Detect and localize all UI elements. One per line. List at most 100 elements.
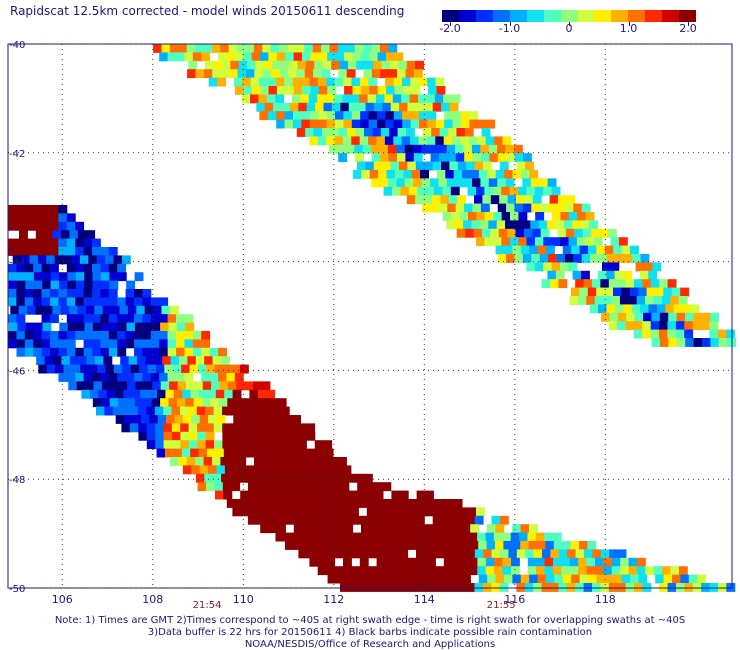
lower-swath-cell bbox=[374, 490, 384, 500]
upper-swath-cell bbox=[693, 338, 703, 347]
lower-swath-cell bbox=[248, 490, 258, 500]
lower-swath-cell bbox=[41, 347, 51, 357]
lower-swath-cell bbox=[36, 356, 46, 366]
lower-swath-cell bbox=[52, 230, 62, 240]
upper-swath-cell bbox=[651, 312, 661, 322]
upper-swath-cell bbox=[161, 44, 171, 53]
lower-swath-cell bbox=[250, 465, 259, 475]
lower-swath-cell bbox=[83, 373, 93, 382]
upper-swath-cell bbox=[659, 279, 669, 289]
lower-swath-cell bbox=[283, 415, 293, 424]
lower-swath-cell bbox=[24, 238, 34, 248]
upper-swath-cell bbox=[285, 52, 295, 62]
lower-swath-cell bbox=[8, 247, 17, 256]
lower-swath-cell bbox=[127, 381, 136, 391]
lower-swath-cell bbox=[42, 280, 52, 290]
lower-swath-cell bbox=[645, 566, 655, 576]
upper-swath-cell bbox=[516, 161, 526, 171]
upper-swath-cell bbox=[684, 321, 694, 331]
upper-swath-cell bbox=[464, 128, 474, 137]
lower-swath-cell bbox=[121, 423, 131, 433]
lower-swath-cell bbox=[206, 364, 216, 374]
upper-swath-cell bbox=[418, 136, 428, 146]
lower-swath-cell bbox=[188, 440, 198, 450]
colorbar-segment bbox=[628, 10, 646, 22]
lower-swath-cell bbox=[399, 515, 408, 525]
lower-swath-cell bbox=[86, 230, 96, 240]
upper-swath-cell bbox=[529, 245, 539, 255]
lower-swath-cell bbox=[253, 381, 262, 391]
lower-swath-cell bbox=[313, 473, 323, 483]
swath-cells bbox=[8, 44, 737, 592]
lower-swath-cell bbox=[246, 473, 256, 483]
upper-swath-cell bbox=[448, 128, 457, 137]
upper-swath-cell bbox=[579, 245, 589, 255]
upper-swath-cell bbox=[238, 60, 248, 70]
upper-swath-cell bbox=[585, 212, 595, 221]
lower-swath-cell bbox=[205, 431, 215, 441]
lower-swath-cell bbox=[302, 524, 312, 534]
upper-swath-cell bbox=[362, 144, 372, 154]
lower-swath-cell bbox=[92, 339, 101, 349]
upper-swath-cell bbox=[394, 170, 404, 179]
lower-swath-cell bbox=[134, 322, 144, 332]
lower-swath-cell bbox=[59, 272, 68, 282]
upper-swath-cell bbox=[639, 270, 649, 280]
lower-swath-cell bbox=[66, 297, 76, 307]
upper-swath-cell bbox=[709, 329, 719, 339]
upper-swath-cell bbox=[505, 144, 515, 154]
upper-swath-cell bbox=[497, 178, 507, 188]
upper-swath-cell bbox=[585, 237, 595, 247]
upper-swath-cell bbox=[488, 178, 498, 188]
lower-swath-cell bbox=[44, 356, 54, 366]
lower-swath-cell bbox=[374, 482, 383, 492]
lower-swath-cell bbox=[575, 583, 585, 592]
lower-swath-cell bbox=[100, 263, 110, 273]
upper-swath-cell bbox=[393, 77, 403, 87]
lower-swath-cell bbox=[280, 406, 290, 416]
lower-swath-cell bbox=[172, 440, 181, 450]
upper-swath-cell bbox=[510, 212, 519, 221]
lower-swath-cell bbox=[450, 507, 460, 517]
lower-swath-cell bbox=[170, 356, 180, 366]
upper-swath-cell bbox=[611, 296, 621, 305]
lower-swath-cell bbox=[247, 440, 257, 450]
lower-swath-cell bbox=[330, 473, 340, 483]
lower-swath-cell bbox=[41, 263, 51, 273]
lower-swath-cell bbox=[357, 482, 367, 492]
upper-swath-cell bbox=[321, 69, 331, 79]
lower-swath-cell bbox=[485, 557, 495, 567]
lower-swath-cell bbox=[180, 440, 190, 450]
upper-swath-cell bbox=[581, 203, 591, 213]
lower-swath-cell bbox=[118, 381, 128, 391]
lower-swath-cell bbox=[511, 541, 521, 550]
lower-swath-cell bbox=[202, 381, 212, 391]
upper-swath-cell bbox=[295, 44, 305, 53]
colorbar-segment bbox=[611, 10, 629, 22]
lower-swath-cell bbox=[670, 566, 680, 576]
lower-swath-cell bbox=[520, 541, 530, 550]
lower-swath-cell bbox=[692, 583, 702, 592]
lower-swath-cell bbox=[100, 247, 110, 256]
upper-swath-cell bbox=[415, 102, 425, 112]
upper-swath-cell bbox=[186, 44, 196, 53]
lower-swath-cell bbox=[84, 280, 94, 290]
upper-swath-cell bbox=[499, 161, 509, 171]
lower-swath-cell bbox=[435, 566, 445, 576]
colorbar-tick-label: -1.0 bbox=[498, 22, 521, 35]
upper-swath-cell bbox=[604, 245, 614, 255]
upper-swath-cell bbox=[221, 60, 231, 70]
upper-swath-cell bbox=[467, 186, 477, 196]
upper-swath-cell bbox=[293, 52, 303, 62]
upper-swath-cell bbox=[315, 102, 324, 112]
upper-swath-cell bbox=[675, 321, 685, 331]
lower-swath-cell bbox=[642, 583, 652, 592]
upper-swath-cell bbox=[572, 220, 582, 230]
lower-swath-cell bbox=[420, 499, 429, 508]
lower-swath-cell bbox=[243, 499, 253, 508]
lower-swath-cell bbox=[142, 297, 152, 307]
lower-swath-cell bbox=[255, 406, 265, 416]
lower-swath-cell bbox=[425, 490, 434, 500]
upper-swath-cell bbox=[255, 60, 265, 70]
lower-swath-cell bbox=[185, 398, 195, 408]
